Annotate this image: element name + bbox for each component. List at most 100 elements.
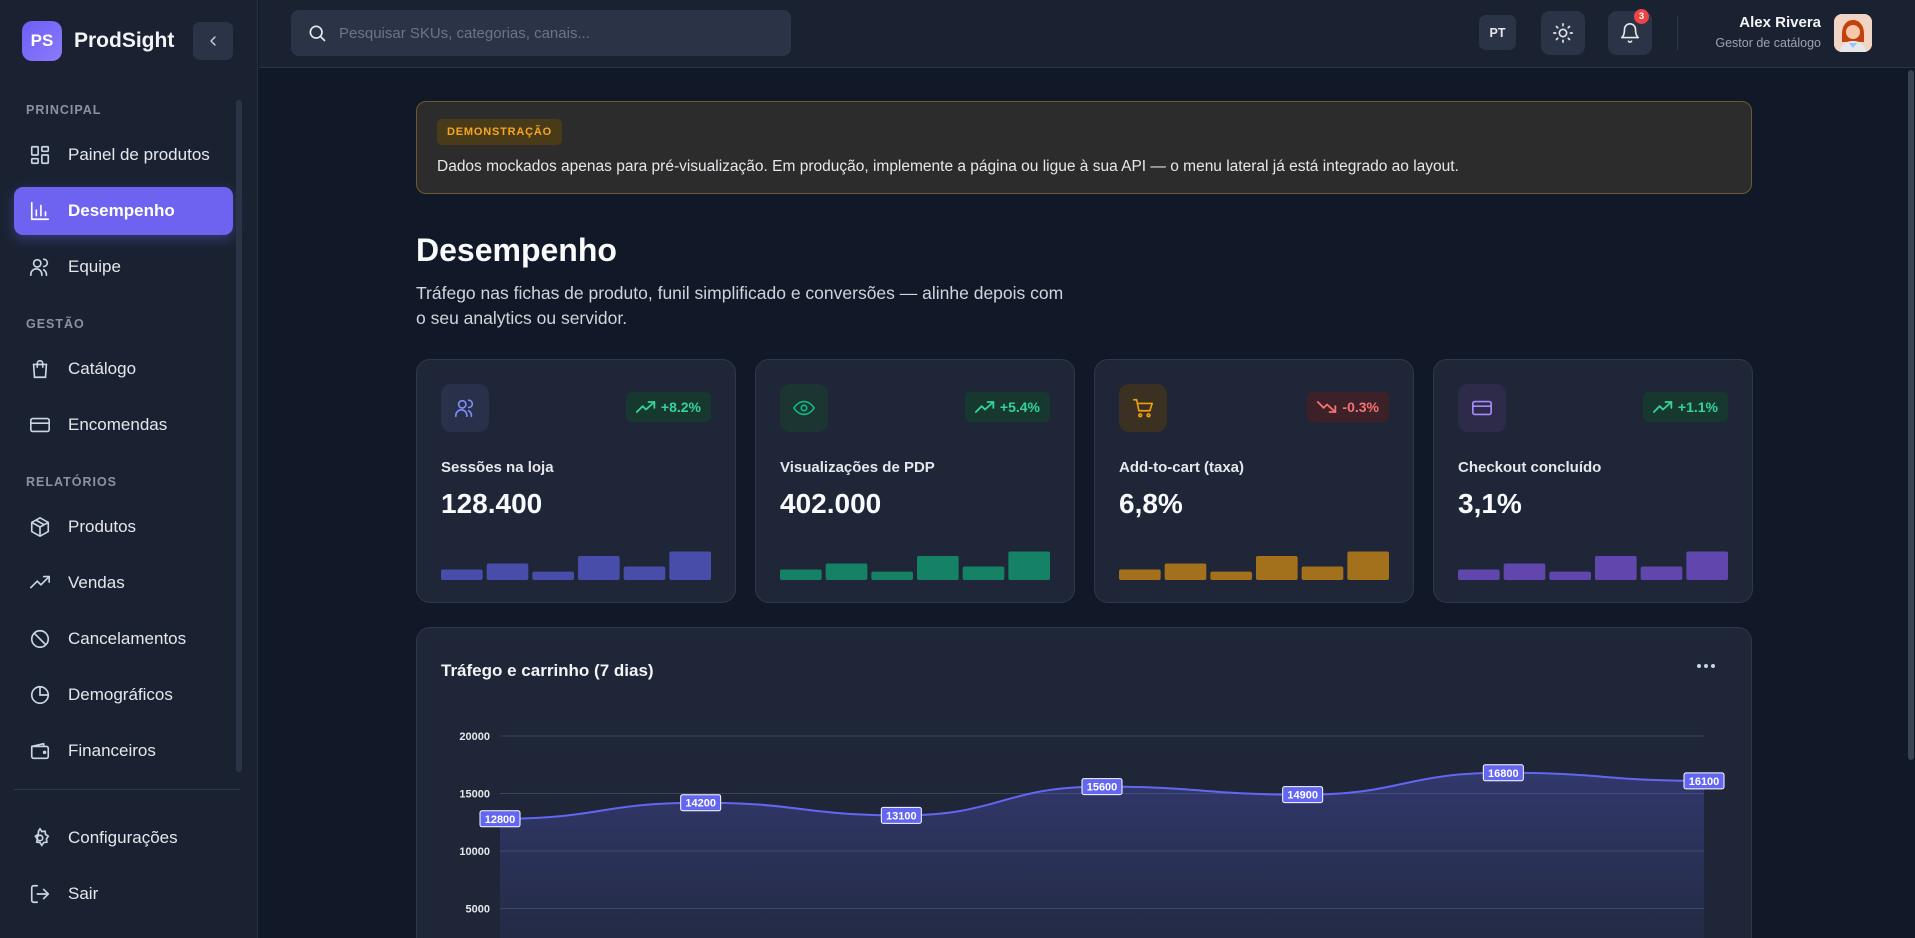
- sidebar-item-label: Desempenho: [68, 201, 175, 220]
- topbar-divider: [1677, 16, 1678, 50]
- kpi-trend: +1.1%: [1642, 392, 1728, 422]
- section-gestao: GESTÃO: [26, 317, 85, 331]
- sidebar-item-label: Vendas: [68, 573, 125, 592]
- sidebar-item-encomendas[interactable]: Encomendas: [14, 401, 233, 449]
- sidebar-item-cancelamentos[interactable]: Cancelamentos: [14, 615, 233, 663]
- kpi-bar: [962, 566, 1005, 580]
- sidebar-scrollbar[interactable]: [236, 100, 242, 772]
- sidebar-item-label: Encomendas: [68, 415, 168, 434]
- search-bar[interactable]: [291, 10, 791, 56]
- sidebar-item-financeiros[interactable]: Financeiros: [14, 727, 233, 775]
- kpi-bar: [1549, 571, 1591, 580]
- kpi-card-add-to-cart[interactable]: -0.3% Add-to-cart (taxa) 6,8%: [1094, 359, 1414, 603]
- kpi-value: 3,1%: [1458, 488, 1522, 519]
- kpi-trend: +8.2%: [625, 392, 711, 422]
- sidebar-item-label: Financeiros: [68, 741, 156, 760]
- users-icon: [28, 255, 52, 279]
- search-input[interactable]: [339, 24, 759, 42]
- data-label-box: [1683, 772, 1725, 790]
- notifications-button[interactable]: 3: [1608, 9, 1652, 55]
- sidebar-item-label: Demográficos: [68, 685, 173, 704]
- sidebar-item-painel-de-produtos[interactable]: Painel de produtos: [14, 131, 233, 179]
- kpi-value: 6,8%: [1119, 488, 1183, 519]
- chevron-left-icon: [210, 36, 216, 46]
- credit-card-icon: [28, 413, 52, 437]
- shopping-bag-icon: [28, 357, 52, 381]
- theme-toggle-button[interactable]: [1541, 11, 1585, 55]
- ban-icon: [28, 627, 52, 651]
- sidebar-item-label: Produtos: [68, 517, 137, 536]
- trend-up-icon: [1652, 401, 1673, 413]
- data-label: 13100: [880, 806, 922, 824]
- sidebar: PS ProdSight PRINCIPAL Painel de produto…: [0, 0, 258, 938]
- y-tick-label: 5000: [466, 904, 490, 916]
- kpi-trend-value: -0.3%: [1342, 399, 1379, 415]
- kpi-sparkbars: [1458, 551, 1728, 580]
- sidebar-item-label: Catálogo: [68, 359, 137, 378]
- kpi-card-visualizacoes[interactable]: +5.4% Visualizações de PDP 402.000: [755, 359, 1075, 603]
- brand[interactable]: PS ProdSight: [22, 21, 174, 61]
- data-label: 15600: [1081, 778, 1123, 796]
- y-tick-label: 15000: [459, 789, 490, 801]
- kpi-sparkbars: [780, 551, 1050, 580]
- data-label-text: 16100: [1689, 776, 1720, 788]
- demo-banner: DEMONSTRAÇÃO Dados mockados apenas para …: [416, 101, 1752, 194]
- eye-icon: [780, 384, 828, 432]
- data-label: 12800: [479, 810, 521, 828]
- page-scrollbar[interactable]: [1908, 70, 1914, 760]
- data-label-text: 14200: [685, 798, 716, 810]
- sidebar-item-sair[interactable]: Sair: [14, 870, 233, 918]
- sidebar-item-vendas[interactable]: Vendas: [14, 559, 233, 607]
- kpi-bar: [623, 566, 666, 580]
- kpi-card-checkout[interactable]: +1.1% Checkout concluído 3,1%: [1433, 359, 1753, 603]
- kpi-label: Add-to-cart (taxa): [1119, 459, 1245, 476]
- sidebar-item-label: Equipe: [68, 257, 121, 276]
- kpi-bar: [1301, 566, 1344, 580]
- sidebar-item-label: Configurações: [68, 828, 178, 847]
- brand-name: ProdSight: [74, 29, 175, 52]
- kpi-bar: [1686, 551, 1728, 580]
- data-label-text: 15600: [1087, 782, 1118, 794]
- data-label-box: [880, 806, 922, 824]
- kpi-trend-value: +1.1%: [1677, 399, 1718, 415]
- avatar[interactable]: [1834, 14, 1872, 52]
- kpi-trend: +5.4%: [964, 392, 1050, 422]
- credit-card-icon: [1458, 384, 1506, 432]
- sidebar-item-produtos[interactable]: Produtos: [14, 503, 233, 551]
- section-relatorios: RELATÓRIOS: [26, 475, 118, 489]
- language-button[interactable]: PT: [1479, 15, 1516, 50]
- sidebar-item-label: Sair: [68, 884, 99, 903]
- chart-menu-button[interactable]: [1691, 654, 1721, 678]
- kpi-bar: [1210, 571, 1252, 580]
- kpi-bar: [669, 551, 711, 580]
- search-icon: [309, 25, 326, 42]
- sidebar-item-catalogo[interactable]: Catálogo: [14, 345, 233, 393]
- sidebar-item-configuracoes[interactable]: Configurações: [14, 814, 233, 862]
- bell-icon: [1620, 23, 1640, 43]
- kpi-label: Visualizações de PDP: [780, 459, 935, 476]
- collapse-sidebar-button[interactable]: [193, 22, 233, 60]
- section-principal: PRINCIPAL: [26, 103, 102, 117]
- package-icon: [28, 515, 52, 539]
- page-title: Desempenho: [416, 232, 617, 268]
- sidebar-item-equipe[interactable]: Equipe: [14, 243, 233, 291]
- data-label: 16800: [1482, 764, 1524, 782]
- kpi-bar: [1119, 569, 1161, 580]
- data-label-box: [479, 810, 521, 828]
- kpi-sparkbars: [1119, 551, 1389, 580]
- sidebar-item-desempenho[interactable]: Desempenho: [14, 187, 233, 235]
- data-label: 16100: [1683, 772, 1725, 790]
- data-label-text: 14900: [1287, 790, 1318, 802]
- user-name[interactable]: Alex Rivera: [1739, 14, 1821, 31]
- kpi-sparkbars: [441, 551, 711, 580]
- settings-icon: [28, 826, 52, 850]
- sidebar-item-demograficos[interactable]: Demográficos: [14, 671, 233, 719]
- trend-up-icon: [635, 401, 656, 413]
- area-chart: 20000 15000 10000 5000 12800 14200 13100 15600 1…: [459, 731, 1725, 938]
- kpi-trend-value: +5.4%: [999, 399, 1040, 415]
- trend-up-icon: [974, 401, 995, 413]
- kpi-card-sessoes[interactable]: +8.2% Sessões na loja 128.400: [416, 359, 736, 603]
- user-role: Gestor de catálogo: [1715, 36, 1821, 50]
- sidebar-item-label: Painel de produtos: [68, 145, 210, 164]
- kpi-bar: [1640, 566, 1683, 580]
